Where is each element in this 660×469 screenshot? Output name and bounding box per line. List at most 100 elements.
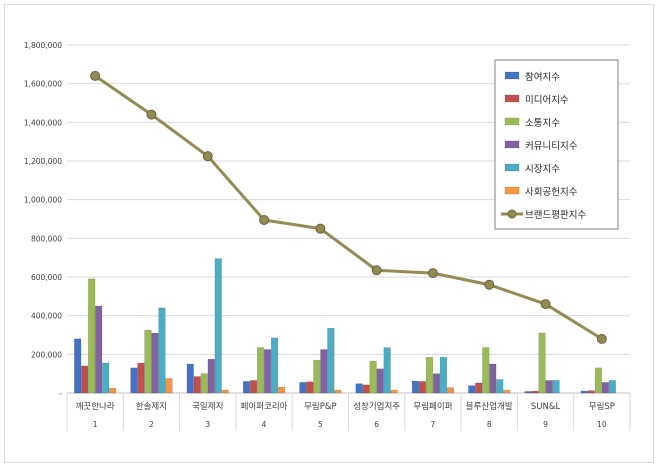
bar-사회공헌지수-한솔제지 bbox=[165, 378, 173, 394]
bar-미디어지수-무림P&P bbox=[306, 381, 314, 394]
bar-사회공헌지수-무림페이퍼 bbox=[446, 387, 454, 394]
brand-reputation-chart: - 200,000 400,000 600,000 800,000 1,000,000 1,… bbox=[24, 41, 631, 431]
y-tick-label: 1,200,000 bbox=[24, 157, 62, 166]
legend-swatch-미디어지수 bbox=[504, 94, 520, 103]
bar-사회공헌지수-깨끗한나라 bbox=[109, 387, 117, 394]
bar-사회공헌지수-무림P&P bbox=[334, 389, 342, 394]
point-브랜드평판지수-깨끗한나라 bbox=[90, 70, 101, 81]
x-tick-label: 성창기업지주 bbox=[353, 402, 400, 412]
bar-참여지수-블루산업개발 bbox=[468, 385, 476, 394]
bar-커뮤니티지수-페이퍼코리아 bbox=[264, 349, 272, 394]
legend-label: 참여지수 bbox=[525, 71, 560, 83]
legend-label: 시장지수 bbox=[525, 164, 560, 175]
bar-커뮤니티지수-한솔제지 bbox=[151, 332, 159, 394]
bar-시장지수-한솔제지 bbox=[158, 307, 166, 394]
y-tick-label: 200,000 bbox=[31, 350, 62, 359]
bar-소통지수-무림SP bbox=[594, 367, 602, 394]
x-tick-label: 무림P&P bbox=[304, 401, 337, 412]
bar-시장지수-무림SP bbox=[608, 380, 616, 394]
x-axis-labels: 깨끗한나라 1 한솔제지 2 국일제지 3 페이퍼코리아 4 무림P&P 5 성창기업지주 6 무림페이… bbox=[76, 401, 615, 429]
x-rank-label: 7 bbox=[431, 420, 436, 429]
x-rank-label: 10 bbox=[597, 420, 607, 429]
bar-커뮤니티지수-블루산업개발 bbox=[489, 363, 497, 394]
bar-미디어지수-무림SP bbox=[587, 390, 595, 394]
legend-label: 미디어지수 bbox=[525, 95, 569, 106]
bar-시장지수-성창기업지주 bbox=[383, 347, 391, 394]
x-tick-label: 깨끗한나라 bbox=[76, 401, 115, 412]
bar-참여지수-한솔제지 bbox=[130, 367, 138, 394]
y-tick-label: 800,000 bbox=[31, 234, 62, 243]
bar-커뮤니티지수-SUN&L bbox=[545, 380, 553, 394]
bar-참여지수-무림SP bbox=[580, 390, 588, 394]
bar-참여지수-무림페이퍼 bbox=[411, 380, 419, 394]
bar-참여지수-무림P&P bbox=[299, 382, 307, 394]
bars bbox=[74, 258, 616, 394]
bar-소통지수-국일제지 bbox=[200, 373, 208, 394]
bar-소통지수-SUN&L bbox=[538, 332, 546, 394]
bar-참여지수-페이퍼코리아 bbox=[243, 381, 251, 394]
y-tick-label: 1,800,000 bbox=[24, 41, 62, 50]
bar-커뮤니티지수-성창기업지주 bbox=[376, 368, 384, 394]
x-rank-label: 2 bbox=[149, 420, 154, 429]
x-rank-label: 5 bbox=[318, 420, 323, 429]
x-tick-label: 국일제지 bbox=[192, 402, 223, 412]
bar-참여지수-성창기업지주 bbox=[355, 383, 363, 394]
y-tick-label: 1,000,000 bbox=[24, 196, 62, 205]
x-tick-label: 무림페이퍼 bbox=[413, 401, 452, 412]
legend-swatch-참여지수 bbox=[504, 71, 520, 80]
y-tick-label: 1,400,000 bbox=[24, 118, 62, 127]
bar-미디어지수-블루산업개발 bbox=[475, 382, 483, 394]
point-브랜드평판지수-무림페이퍼 bbox=[427, 268, 438, 279]
bar-시장지수-무림페이퍼 bbox=[439, 356, 447, 394]
point-브랜드평판지수-무림P&P bbox=[315, 223, 326, 234]
y-tick-label: - bbox=[59, 389, 62, 398]
x-rank-label: 4 bbox=[262, 420, 267, 429]
bar-참여지수-SUN&L bbox=[524, 391, 532, 394]
line-브랜드평판지수 bbox=[94, 74, 603, 341]
legend-swatch-사회공헌지수 bbox=[504, 186, 520, 195]
legend-label: 소통지수 bbox=[525, 118, 560, 129]
bar-커뮤니티지수-무림페이퍼 bbox=[432, 373, 440, 394]
y-tick-label: 400,000 bbox=[31, 312, 62, 321]
bar-커뮤니티지수-무림SP bbox=[601, 382, 609, 394]
bar-소통지수-깨끗한나라 bbox=[88, 278, 96, 394]
point-브랜드평판지수-성창기업지주 bbox=[371, 265, 382, 276]
legend-label: 커뮤니티지수 bbox=[525, 141, 578, 152]
x-tick-label: 무림SP bbox=[589, 401, 615, 412]
point-브랜드평판지수-국일제지 bbox=[202, 151, 213, 162]
bar-커뮤니티지수-무림P&P bbox=[320, 349, 328, 394]
bar-사회공헌지수-국일제지 bbox=[221, 389, 229, 394]
bar-소통지수-페이퍼코리아 bbox=[257, 347, 265, 394]
bar-미디어지수-깨끗한나라 bbox=[81, 365, 89, 394]
y-tick-label: 600,000 bbox=[31, 273, 62, 282]
y-tick-label: 1,600,000 bbox=[24, 80, 62, 89]
x-tick-label: 페이퍼코리아 bbox=[241, 401, 288, 412]
legend-swatch-marker-브랜드평판지수 bbox=[507, 209, 517, 219]
legend-label: 사회공헌지수 bbox=[525, 187, 578, 198]
bar-시장지수-국일제지 bbox=[214, 258, 222, 394]
point-브랜드평판지수-SUN&L bbox=[540, 299, 551, 310]
legend-swatch-커뮤니티지수 bbox=[504, 140, 520, 149]
bar-커뮤니티지수-국일제지 bbox=[207, 358, 215, 394]
x-tick-label: 한솔제지 bbox=[136, 402, 167, 412]
bar-소통지수-블루산업개발 bbox=[482, 347, 490, 394]
point-브랜드평판지수-무림SP bbox=[596, 333, 607, 344]
point-브랜드평판지수-한솔제지 bbox=[146, 109, 157, 120]
x-rank-label: 1 bbox=[93, 420, 98, 429]
chart-frame: - 200,000 400,000 600,000 800,000 1,000,000 1,… bbox=[4, 4, 654, 463]
bar-소통지수-성창기업지주 bbox=[369, 360, 377, 394]
bar-소통지수-한솔제지 bbox=[144, 329, 152, 394]
total-line bbox=[90, 70, 607, 344]
x-rank-label: 9 bbox=[543, 420, 548, 429]
bar-참여지수-깨끗한나라 bbox=[74, 338, 82, 394]
bar-미디어지수-무림페이퍼 bbox=[418, 381, 426, 394]
bar-미디어지수-국일제지 bbox=[193, 376, 201, 394]
bar-커뮤니티지수-깨끗한나라 bbox=[95, 305, 103, 394]
legend-swatch-소통지수 bbox=[504, 117, 520, 126]
bar-시장지수-블루산업개발 bbox=[496, 379, 504, 394]
bar-사회공헌지수-성창기업지주 bbox=[390, 389, 398, 394]
bar-사회공헌지수-블루산업개발 bbox=[503, 389, 511, 394]
bar-사회공헌지수-페이퍼코리아 bbox=[278, 386, 286, 394]
x-tick-label: 블루산업개발 bbox=[466, 401, 513, 412]
